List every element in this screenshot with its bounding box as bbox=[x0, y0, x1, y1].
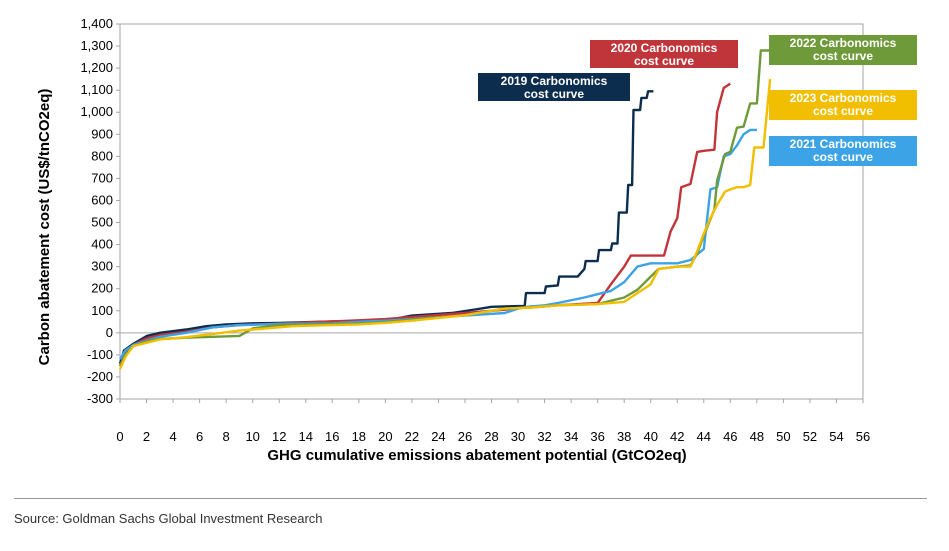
x-tick-label: 38 bbox=[617, 429, 631, 444]
x-tick-label: 26 bbox=[458, 429, 472, 444]
x-tick-label: 22 bbox=[405, 429, 419, 444]
y-axis-ticks: -300 -200 -100 0 100 200 300 400 500 600 700 800 900… bbox=[80, 16, 120, 406]
x-tick-label: 50 bbox=[776, 429, 790, 444]
x-tick-label: 46 bbox=[723, 429, 737, 444]
y-tick-label: 200 bbox=[91, 281, 113, 296]
y-tick-label: 1,300 bbox=[80, 38, 113, 53]
x-tick-label: 2 bbox=[143, 429, 150, 444]
y-tick-label: 1,000 bbox=[80, 104, 113, 119]
callout-box bbox=[590, 40, 738, 68]
callout-box bbox=[478, 73, 630, 101]
x-tick-label: 36 bbox=[590, 429, 604, 444]
y-tick-label: -100 bbox=[87, 347, 113, 362]
callout-text: 2020 Carbonomics bbox=[611, 41, 718, 55]
series-line-3 bbox=[118, 128, 757, 360]
callout-text: cost curve bbox=[813, 150, 873, 164]
x-tick-label: 16 bbox=[325, 429, 339, 444]
x-tick-label: 28 bbox=[484, 429, 498, 444]
y-tick-label: 700 bbox=[91, 170, 113, 185]
series-lines bbox=[118, 49, 772, 370]
x-tick-label: 6 bbox=[196, 429, 203, 444]
x-tick-label: 44 bbox=[697, 429, 711, 444]
x-tick-label: 0 bbox=[116, 429, 123, 444]
y-tick-label: 900 bbox=[91, 126, 113, 141]
callout-box bbox=[769, 90, 917, 120]
y-tick-label: 1,100 bbox=[80, 82, 113, 97]
x-tick-label: 48 bbox=[750, 429, 764, 444]
y-tick-label: 800 bbox=[91, 148, 113, 163]
callout-text: cost curve bbox=[634, 54, 694, 68]
callout-box bbox=[769, 136, 917, 166]
y-tick-label: -200 bbox=[87, 369, 113, 384]
x-tick-label: 32 bbox=[537, 429, 551, 444]
x-tick-label: 54 bbox=[829, 429, 843, 444]
callout-text: 2022 Carbonomics bbox=[790, 36, 897, 50]
y-tick-label: 500 bbox=[91, 215, 113, 230]
x-tick-label: 14 bbox=[299, 429, 313, 444]
callout-text: 2019 Carbonomics bbox=[501, 74, 608, 88]
y-axis-title: Carbon abatement cost (US$/tnCO2eq) bbox=[36, 89, 53, 366]
chart: -300-200-1000100200300400500600700800900… bbox=[36, 16, 917, 464]
x-tick-label: 40 bbox=[643, 429, 657, 444]
source-note: Source: Goldman Sachs Global Investment … bbox=[14, 511, 323, 526]
x-tick-label: 56 bbox=[856, 429, 870, 444]
y-tick-label: 1,200 bbox=[80, 60, 113, 75]
x-tick-label: 12 bbox=[272, 429, 286, 444]
footer-divider bbox=[14, 498, 927, 499]
series-line-2 bbox=[118, 82, 731, 367]
callout-box bbox=[769, 35, 917, 65]
callout-text: cost curve bbox=[813, 49, 873, 63]
x-tick-label: 30 bbox=[511, 429, 525, 444]
y-tick-label: 400 bbox=[91, 237, 113, 252]
x-tick-label: 42 bbox=[670, 429, 684, 444]
x-tick-label: 10 bbox=[245, 429, 259, 444]
x-tick-label: 18 bbox=[352, 429, 366, 444]
y-tick-label: 0 bbox=[106, 325, 113, 340]
y-tick-label: 600 bbox=[91, 192, 113, 207]
x-tick-label: 4 bbox=[169, 429, 176, 444]
x-tick-label: 52 bbox=[803, 429, 817, 444]
y-tick-label: 1,400 bbox=[80, 16, 113, 31]
y-tick-label: -300 bbox=[87, 391, 113, 406]
callout-text: cost curve bbox=[524, 87, 584, 101]
series-line-1 bbox=[118, 90, 654, 365]
callout-text: 2021 Carbonomics bbox=[790, 137, 897, 151]
x-tick-label: 34 bbox=[564, 429, 578, 444]
x-tick-label: 24 bbox=[431, 429, 445, 444]
callout-text: 2023 Carbonomics bbox=[790, 91, 897, 105]
callout-text: cost curve bbox=[813, 104, 873, 118]
x-axis-title: GHG cumulative emissions abatement poten… bbox=[267, 447, 686, 464]
x-tick-label: 8 bbox=[223, 429, 230, 444]
series-line-4 bbox=[118, 49, 771, 367]
x-axis-ticks: 0 2 4 6 8 10 12 14 16 18 20 22 24 26 28 30 32 34 36 38 40 42 4… bbox=[116, 399, 870, 444]
y-tick-label: 100 bbox=[91, 303, 113, 318]
y-tick-label: 300 bbox=[91, 259, 113, 274]
series-line-5 bbox=[118, 78, 772, 370]
x-tick-label: 20 bbox=[378, 429, 392, 444]
